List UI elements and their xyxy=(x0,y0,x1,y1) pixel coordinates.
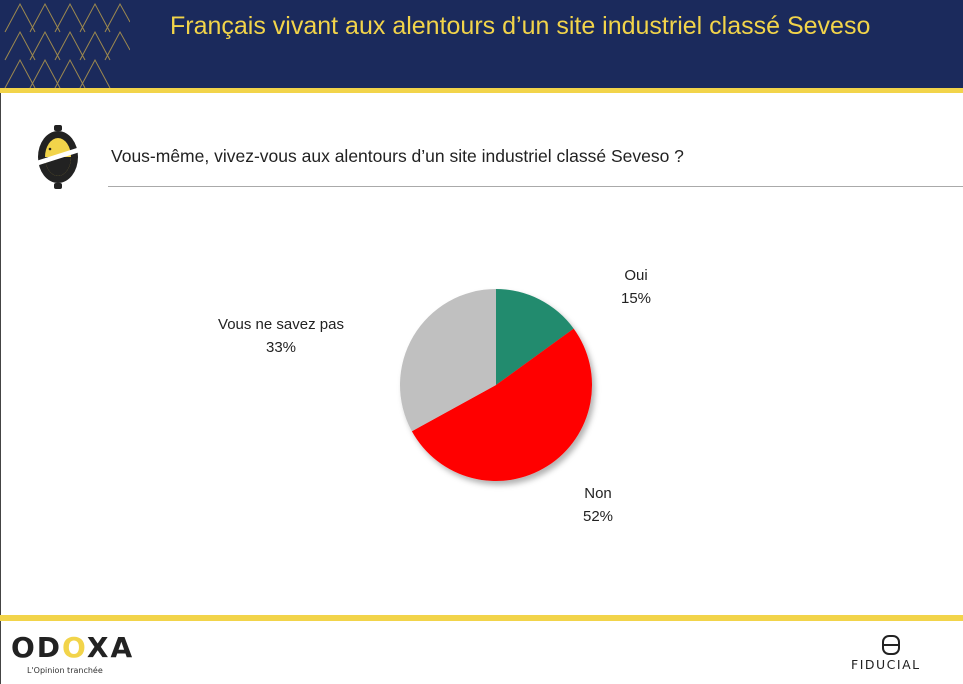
odoxa-logo: ODOXA xyxy=(11,631,134,664)
question-divider xyxy=(108,186,963,187)
left-border xyxy=(0,93,1,684)
footer-stripe xyxy=(0,615,963,621)
question-text: Vous-même, vivez-vous aux alentours d’un… xyxy=(111,146,684,166)
slice-value: 52% xyxy=(582,508,614,525)
logo-part-accent: O xyxy=(62,631,87,664)
header-pattern-decoration xyxy=(4,2,130,88)
odoxa-tagline: L'Opinion tranchée xyxy=(27,666,103,675)
slice-label-non: Non 52% xyxy=(566,482,630,528)
logo-part: OD xyxy=(11,631,63,664)
pie-slice-non xyxy=(411,328,592,481)
logo-part: XA xyxy=(86,631,135,664)
slice-name: Oui xyxy=(624,267,648,284)
page-title: Français vivant aux alentours d’un site … xyxy=(170,12,871,40)
slice-name: Non xyxy=(584,485,612,502)
slice-name: Vous ne savez pas xyxy=(218,316,344,333)
header-banner: Français vivant aux alentours d’un site … xyxy=(0,0,963,88)
slice-value: 33% xyxy=(265,339,297,356)
slice-value: 15% xyxy=(620,290,652,307)
fiducial-logo-icon xyxy=(882,635,900,655)
header-stripe xyxy=(0,88,963,93)
pie-slice-oui xyxy=(496,289,574,385)
slice-label-ne-sait-pas: Vous ne savez pas 33% xyxy=(196,313,366,359)
question-icon xyxy=(36,125,80,189)
slice-label-oui: Oui 15% xyxy=(604,264,668,310)
pie-slice-vous-ne-savez-pas xyxy=(400,289,496,432)
fiducial-logo-text: FIDUCIAL xyxy=(851,657,921,672)
